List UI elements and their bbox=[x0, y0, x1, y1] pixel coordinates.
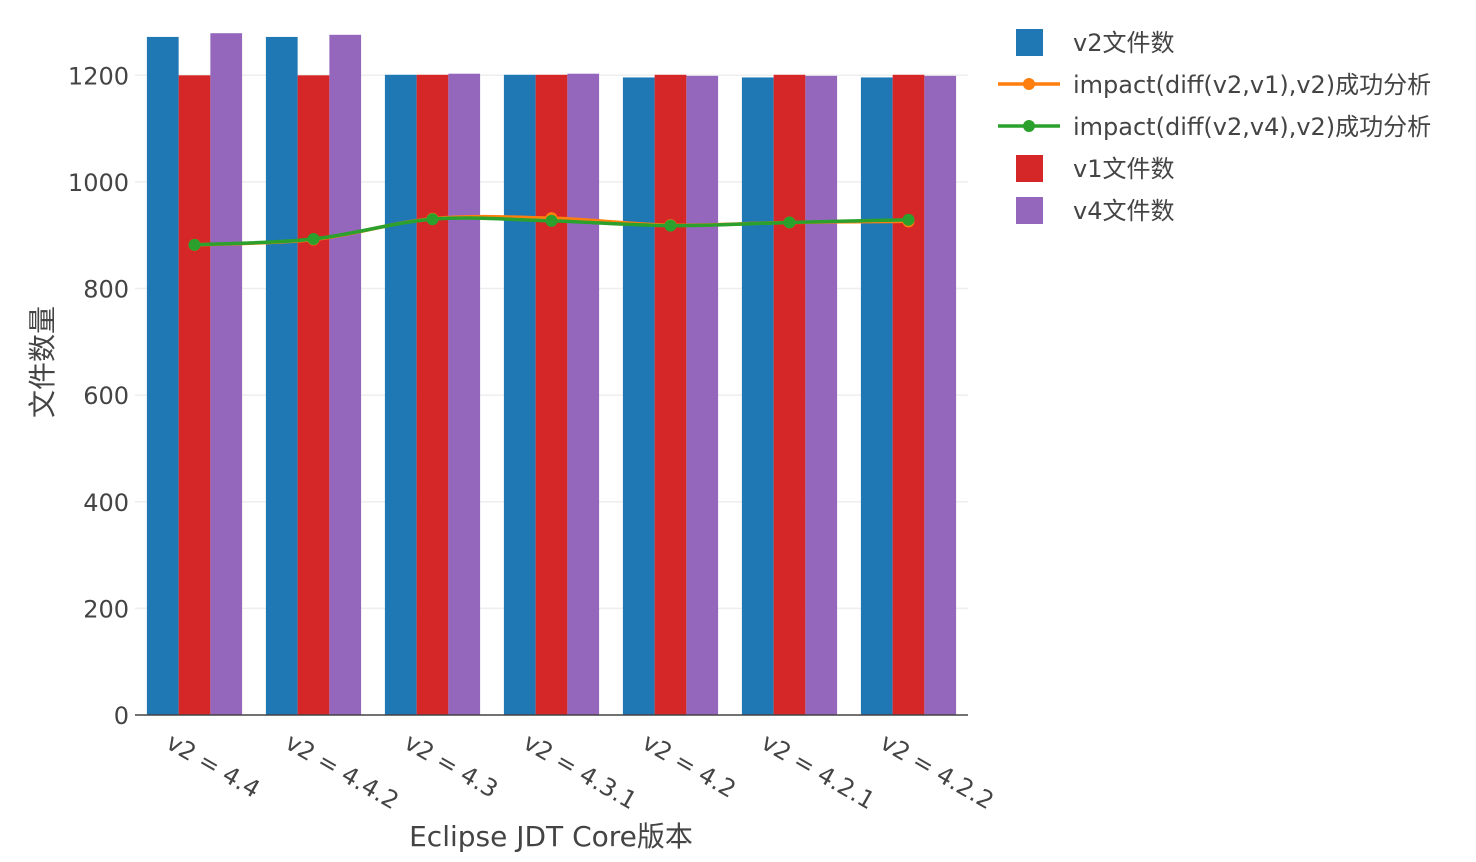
legend-item[interactable]: v2文件数 bbox=[1016, 29, 1174, 57]
legend[interactable]: v2文件数 impact(diff(v2,v1),v2)成功分析 impact(di… bbox=[998, 29, 1431, 225]
legend-swatch bbox=[1016, 29, 1043, 56]
y-tick-label: 600 bbox=[83, 382, 129, 410]
bar bbox=[297, 75, 330, 716]
legend-marker bbox=[1023, 78, 1035, 90]
x-axis-title: Eclipse JDT Core版本 bbox=[409, 820, 693, 853]
legend-label: impact(diff(v2,v4),v2)成功分析 bbox=[1073, 113, 1431, 141]
bar bbox=[924, 75, 957, 715]
bar bbox=[567, 73, 600, 716]
legend-item[interactable]: v1文件数 bbox=[1016, 155, 1174, 183]
line-point bbox=[426, 213, 439, 226]
bar bbox=[416, 74, 449, 716]
x-tick-labels: v2 = 4.4 v2 = 4.4.2v2 = 4.3 v2 = 4.3.1v2 =… bbox=[162, 728, 999, 815]
line-point bbox=[545, 214, 558, 227]
y-axis-title: 文件数量 bbox=[26, 306, 59, 418]
bar bbox=[860, 77, 893, 715]
legend-item[interactable]: v4文件数 bbox=[1016, 197, 1174, 225]
line-point bbox=[783, 216, 796, 229]
y-tick-label: 0 bbox=[114, 702, 129, 730]
legend-label: v4文件数 bbox=[1073, 197, 1174, 225]
line-point bbox=[902, 213, 915, 226]
bar bbox=[384, 74, 417, 716]
line-point bbox=[307, 232, 320, 245]
legend-marker bbox=[1023, 120, 1035, 132]
bar bbox=[622, 77, 655, 715]
bar bbox=[892, 74, 925, 716]
x-tick-label: v2 = 4.4 bbox=[162, 728, 265, 804]
line-point bbox=[664, 219, 677, 232]
legend-label: v2文件数 bbox=[1073, 29, 1174, 57]
x-tick-label: v2 = 4.4.2 bbox=[281, 728, 404, 815]
x-tick-label: v2 = 4.3.1 bbox=[519, 728, 642, 815]
bar bbox=[448, 73, 481, 716]
bar bbox=[773, 74, 806, 716]
bar bbox=[686, 75, 719, 715]
bar bbox=[329, 34, 362, 715]
bar bbox=[265, 36, 298, 716]
legend-swatch bbox=[1016, 155, 1043, 182]
x-tick-label: v2 = 4.3 bbox=[400, 728, 503, 804]
legend-swatch bbox=[1016, 197, 1043, 224]
x-tick-label: v2 = 4.2 bbox=[638, 728, 741, 804]
bars bbox=[146, 33, 957, 716]
legend-label: v1文件数 bbox=[1073, 155, 1174, 183]
y-tick-label: 1000 bbox=[68, 169, 129, 197]
legend-item[interactable]: impact(diff(v2,v4),v2)成功分析 bbox=[998, 113, 1431, 141]
y-tick-labels: 0 200 400 600 800 1000 1200 bbox=[68, 62, 129, 730]
lines bbox=[188, 212, 915, 251]
bar bbox=[503, 74, 536, 716]
bar bbox=[210, 33, 243, 716]
bar bbox=[654, 74, 687, 716]
line-point bbox=[188, 238, 201, 251]
legend-label: impact(diff(v2,v1),v2)成功分析 bbox=[1073, 71, 1431, 99]
y-tick-label: 400 bbox=[83, 489, 129, 517]
bar bbox=[178, 75, 211, 716]
y-tick-label: 200 bbox=[83, 595, 129, 623]
legend-item[interactable]: impact(diff(v2,v1),v2)成功分析 bbox=[998, 71, 1431, 99]
bar bbox=[535, 74, 568, 716]
x-tick-label: v2 = 4.2.2 bbox=[876, 728, 999, 815]
bar bbox=[741, 77, 774, 715]
x-tick-label: v2 = 4.2.1 bbox=[757, 728, 880, 815]
bar bbox=[805, 75, 838, 715]
y-tick-label: 1200 bbox=[68, 62, 129, 90]
y-tick-label: 800 bbox=[83, 276, 129, 304]
bar bbox=[146, 36, 179, 716]
